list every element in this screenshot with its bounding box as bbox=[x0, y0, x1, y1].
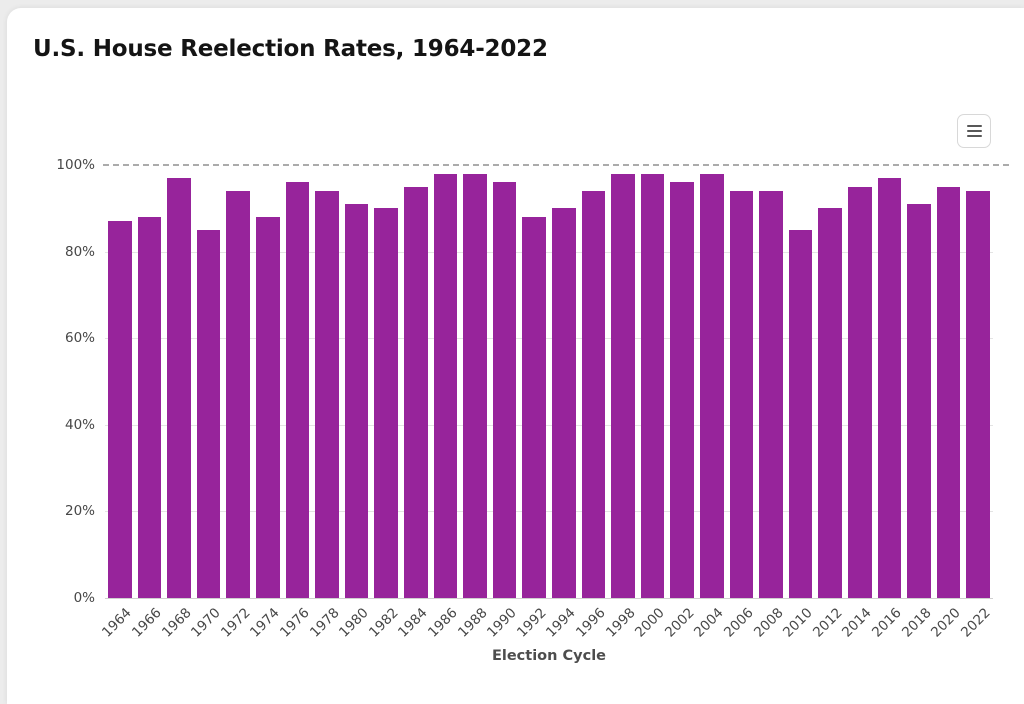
y-axis-label: 100% bbox=[56, 157, 95, 173]
x-axis-label: 2016 bbox=[869, 605, 905, 641]
x-axis-label: 2020 bbox=[928, 605, 964, 641]
bar-1978[interactable] bbox=[315, 190, 339, 598]
bar-2020[interactable] bbox=[936, 186, 961, 598]
x-axis-label: 1968 bbox=[158, 605, 195, 641]
bar-2016[interactable] bbox=[877, 178, 902, 598]
x-axis-label: 1982 bbox=[365, 605, 402, 641]
bar-2012[interactable] bbox=[818, 208, 842, 598]
chart-card: U.S. House Reelection Rates, 1964-2022 0… bbox=[7, 8, 1024, 704]
bar-2004[interactable] bbox=[700, 173, 724, 598]
plot-area bbox=[103, 164, 1009, 599]
x-axis-label: 2022 bbox=[957, 605, 994, 641]
bar-2022[interactable] bbox=[966, 190, 990, 598]
x-axis-label: 2012 bbox=[809, 605, 846, 641]
bar-1998[interactable] bbox=[611, 173, 635, 598]
bar-1976[interactable] bbox=[285, 182, 310, 598]
x-axis-label: 2006 bbox=[721, 605, 757, 641]
x-axis-label: 1966 bbox=[129, 605, 165, 641]
bar-1966[interactable] bbox=[137, 216, 162, 598]
y-axis-label: 40% bbox=[64, 416, 95, 433]
y-axis-label: 80% bbox=[64, 243, 95, 260]
bar-1964[interactable] bbox=[108, 221, 132, 598]
bar-1990[interactable] bbox=[492, 182, 517, 598]
grid-line bbox=[105, 338, 993, 340]
bar-2002[interactable] bbox=[670, 182, 694, 598]
x-axis-title: Election Cycle bbox=[491, 648, 607, 664]
x-axis-label: 1986 bbox=[425, 605, 461, 641]
x-axis-label: 1994 bbox=[543, 605, 580, 641]
y-axis: 0% 20% 40% 60% 80% 100% bbox=[17, 157, 95, 606]
grid-line bbox=[105, 251, 993, 253]
bar-1974[interactable] bbox=[256, 216, 280, 598]
chart-context-menu-button[interactable] bbox=[957, 114, 991, 148]
x-axis-label: 1972 bbox=[217, 605, 254, 641]
bar-1970[interactable] bbox=[196, 229, 221, 598]
chart-title: U.S. House Reelection Rates, 1964-2022 bbox=[33, 36, 548, 62]
x-axis-label: 2014 bbox=[839, 605, 876, 641]
bar-1988[interactable] bbox=[463, 173, 487, 598]
bar-2014[interactable] bbox=[848, 186, 872, 598]
plotline-100pct bbox=[103, 164, 1009, 166]
y-axis-label: 0% bbox=[73, 590, 95, 606]
x-axis-label: 2002 bbox=[661, 605, 698, 641]
x-axis-label: 2010 bbox=[780, 605, 816, 641]
x-axis-label: 1974 bbox=[247, 605, 284, 641]
bar-2018[interactable] bbox=[907, 203, 931, 598]
x-axis-label: 1996 bbox=[573, 605, 609, 641]
x-axis-label: 1990 bbox=[484, 605, 520, 641]
x-axis-label: 1964 bbox=[99, 605, 136, 641]
bar-2008[interactable] bbox=[759, 190, 783, 598]
x-axis-label: 1988 bbox=[454, 605, 491, 641]
bar-1972[interactable] bbox=[226, 190, 250, 598]
x-axis-label: 1976 bbox=[277, 605, 313, 641]
bar-1980[interactable] bbox=[344, 203, 369, 598]
x-axis-label: 2018 bbox=[898, 605, 935, 641]
x-axis-label: 1970 bbox=[188, 605, 224, 641]
x-axis-label: 1998 bbox=[602, 605, 639, 641]
y-axis-label: 20% bbox=[64, 503, 95, 520]
grid-line bbox=[105, 424, 993, 426]
bar-2010[interactable] bbox=[788, 229, 813, 598]
bar-1986[interactable] bbox=[433, 173, 458, 598]
bar-2006[interactable] bbox=[729, 190, 754, 598]
bar-2000[interactable] bbox=[640, 173, 665, 598]
bar-1968[interactable] bbox=[167, 178, 191, 598]
bar-1984[interactable] bbox=[404, 186, 428, 598]
x-axis-label: 2000 bbox=[632, 605, 668, 641]
hamburger-icon bbox=[966, 125, 982, 137]
x-axis-label: 1980 bbox=[336, 605, 372, 641]
x-axis-label: 1984 bbox=[395, 605, 432, 641]
y-axis-label: 60% bbox=[64, 330, 95, 347]
x-axis-label: 2004 bbox=[691, 605, 728, 641]
x-axis-label: 1978 bbox=[306, 605, 343, 641]
bar-1982[interactable] bbox=[374, 208, 398, 598]
bar-1994[interactable] bbox=[552, 208, 576, 598]
grid-line bbox=[105, 511, 993, 513]
bar-1992[interactable] bbox=[522, 216, 546, 598]
x-axis-label: 1992 bbox=[513, 605, 550, 641]
x-axis-label: 2008 bbox=[750, 605, 787, 641]
bar-1996[interactable] bbox=[581, 190, 606, 598]
